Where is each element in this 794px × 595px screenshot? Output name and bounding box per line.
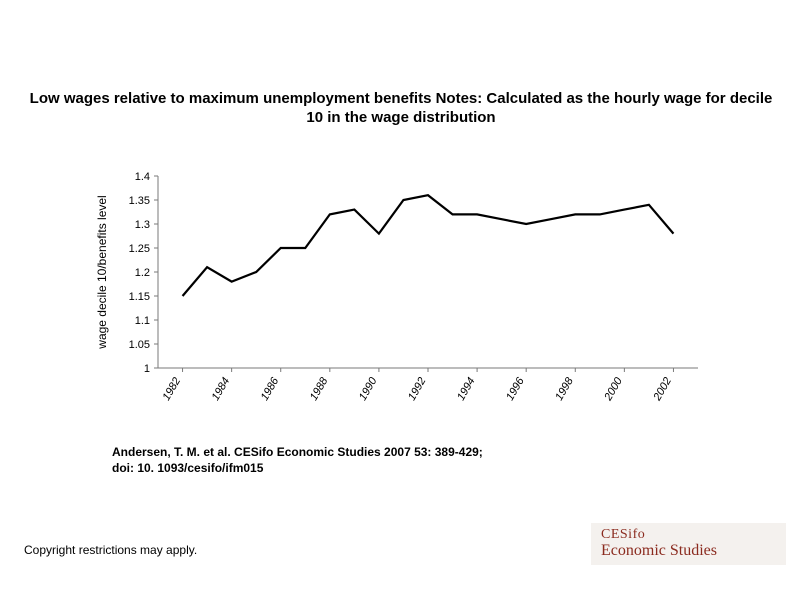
svg-text:2000: 2000 [602, 375, 626, 404]
svg-text:1.15: 1.15 [129, 291, 150, 303]
svg-text:1.4: 1.4 [135, 171, 150, 183]
svg-text:2002: 2002 [651, 376, 674, 404]
svg-text:1992: 1992 [406, 376, 429, 403]
citation-line-2: doi: 10. 1093/cesifo/ifm015 [112, 461, 672, 477]
wage-benefits-line-chart: 1 1.05 1.1 1.15 1.2 1.25 1.3 1.35 1.4 1982 1984 198… [90, 170, 710, 420]
svg-text:1994: 1994 [455, 376, 478, 403]
logo-line-2: Economic Studies [601, 543, 717, 560]
svg-text:1988: 1988 [308, 375, 331, 403]
svg-text:1986: 1986 [259, 375, 282, 403]
copyright-notice: Copyright restrictions may apply. [24, 543, 197, 557]
svg-text:1984: 1984 [210, 376, 233, 403]
svg-text:1.2: 1.2 [135, 267, 150, 279]
svg-text:1.05: 1.05 [129, 339, 150, 351]
svg-text:1.35: 1.35 [129, 195, 150, 207]
citation-line-1: Andersen, T. M. et al. CESifo Economic S… [112, 445, 672, 461]
svg-text:1990: 1990 [357, 375, 380, 403]
svg-text:1: 1 [144, 363, 150, 375]
page-root: Low wages relative to maximum unemployme… [0, 0, 794, 595]
svg-text:1998: 1998 [553, 375, 576, 403]
logo-line-1: CESifo [601, 528, 717, 543]
svg-text:1.1: 1.1 [135, 315, 150, 327]
chart-container: 1 1.05 1.1 1.15 1.2 1.25 1.3 1.35 1.4 1982 1984 198… [90, 170, 710, 420]
figure-title: Low wages relative to maximum unemployme… [24, 90, 778, 128]
svg-text:1996: 1996 [504, 375, 527, 403]
svg-text:1.25: 1.25 [129, 243, 150, 255]
logo-text: CESifo Economic Studies [601, 528, 717, 559]
svg-text:1982: 1982 [161, 376, 184, 403]
svg-text:wage decile 10/benefits level: wage decile 10/benefits level [95, 195, 109, 349]
cesifo-logo: CESifo Economic Studies [591, 523, 786, 565]
svg-text:1.3: 1.3 [135, 219, 150, 231]
citation: Andersen, T. M. et al. CESifo Economic S… [112, 445, 672, 476]
